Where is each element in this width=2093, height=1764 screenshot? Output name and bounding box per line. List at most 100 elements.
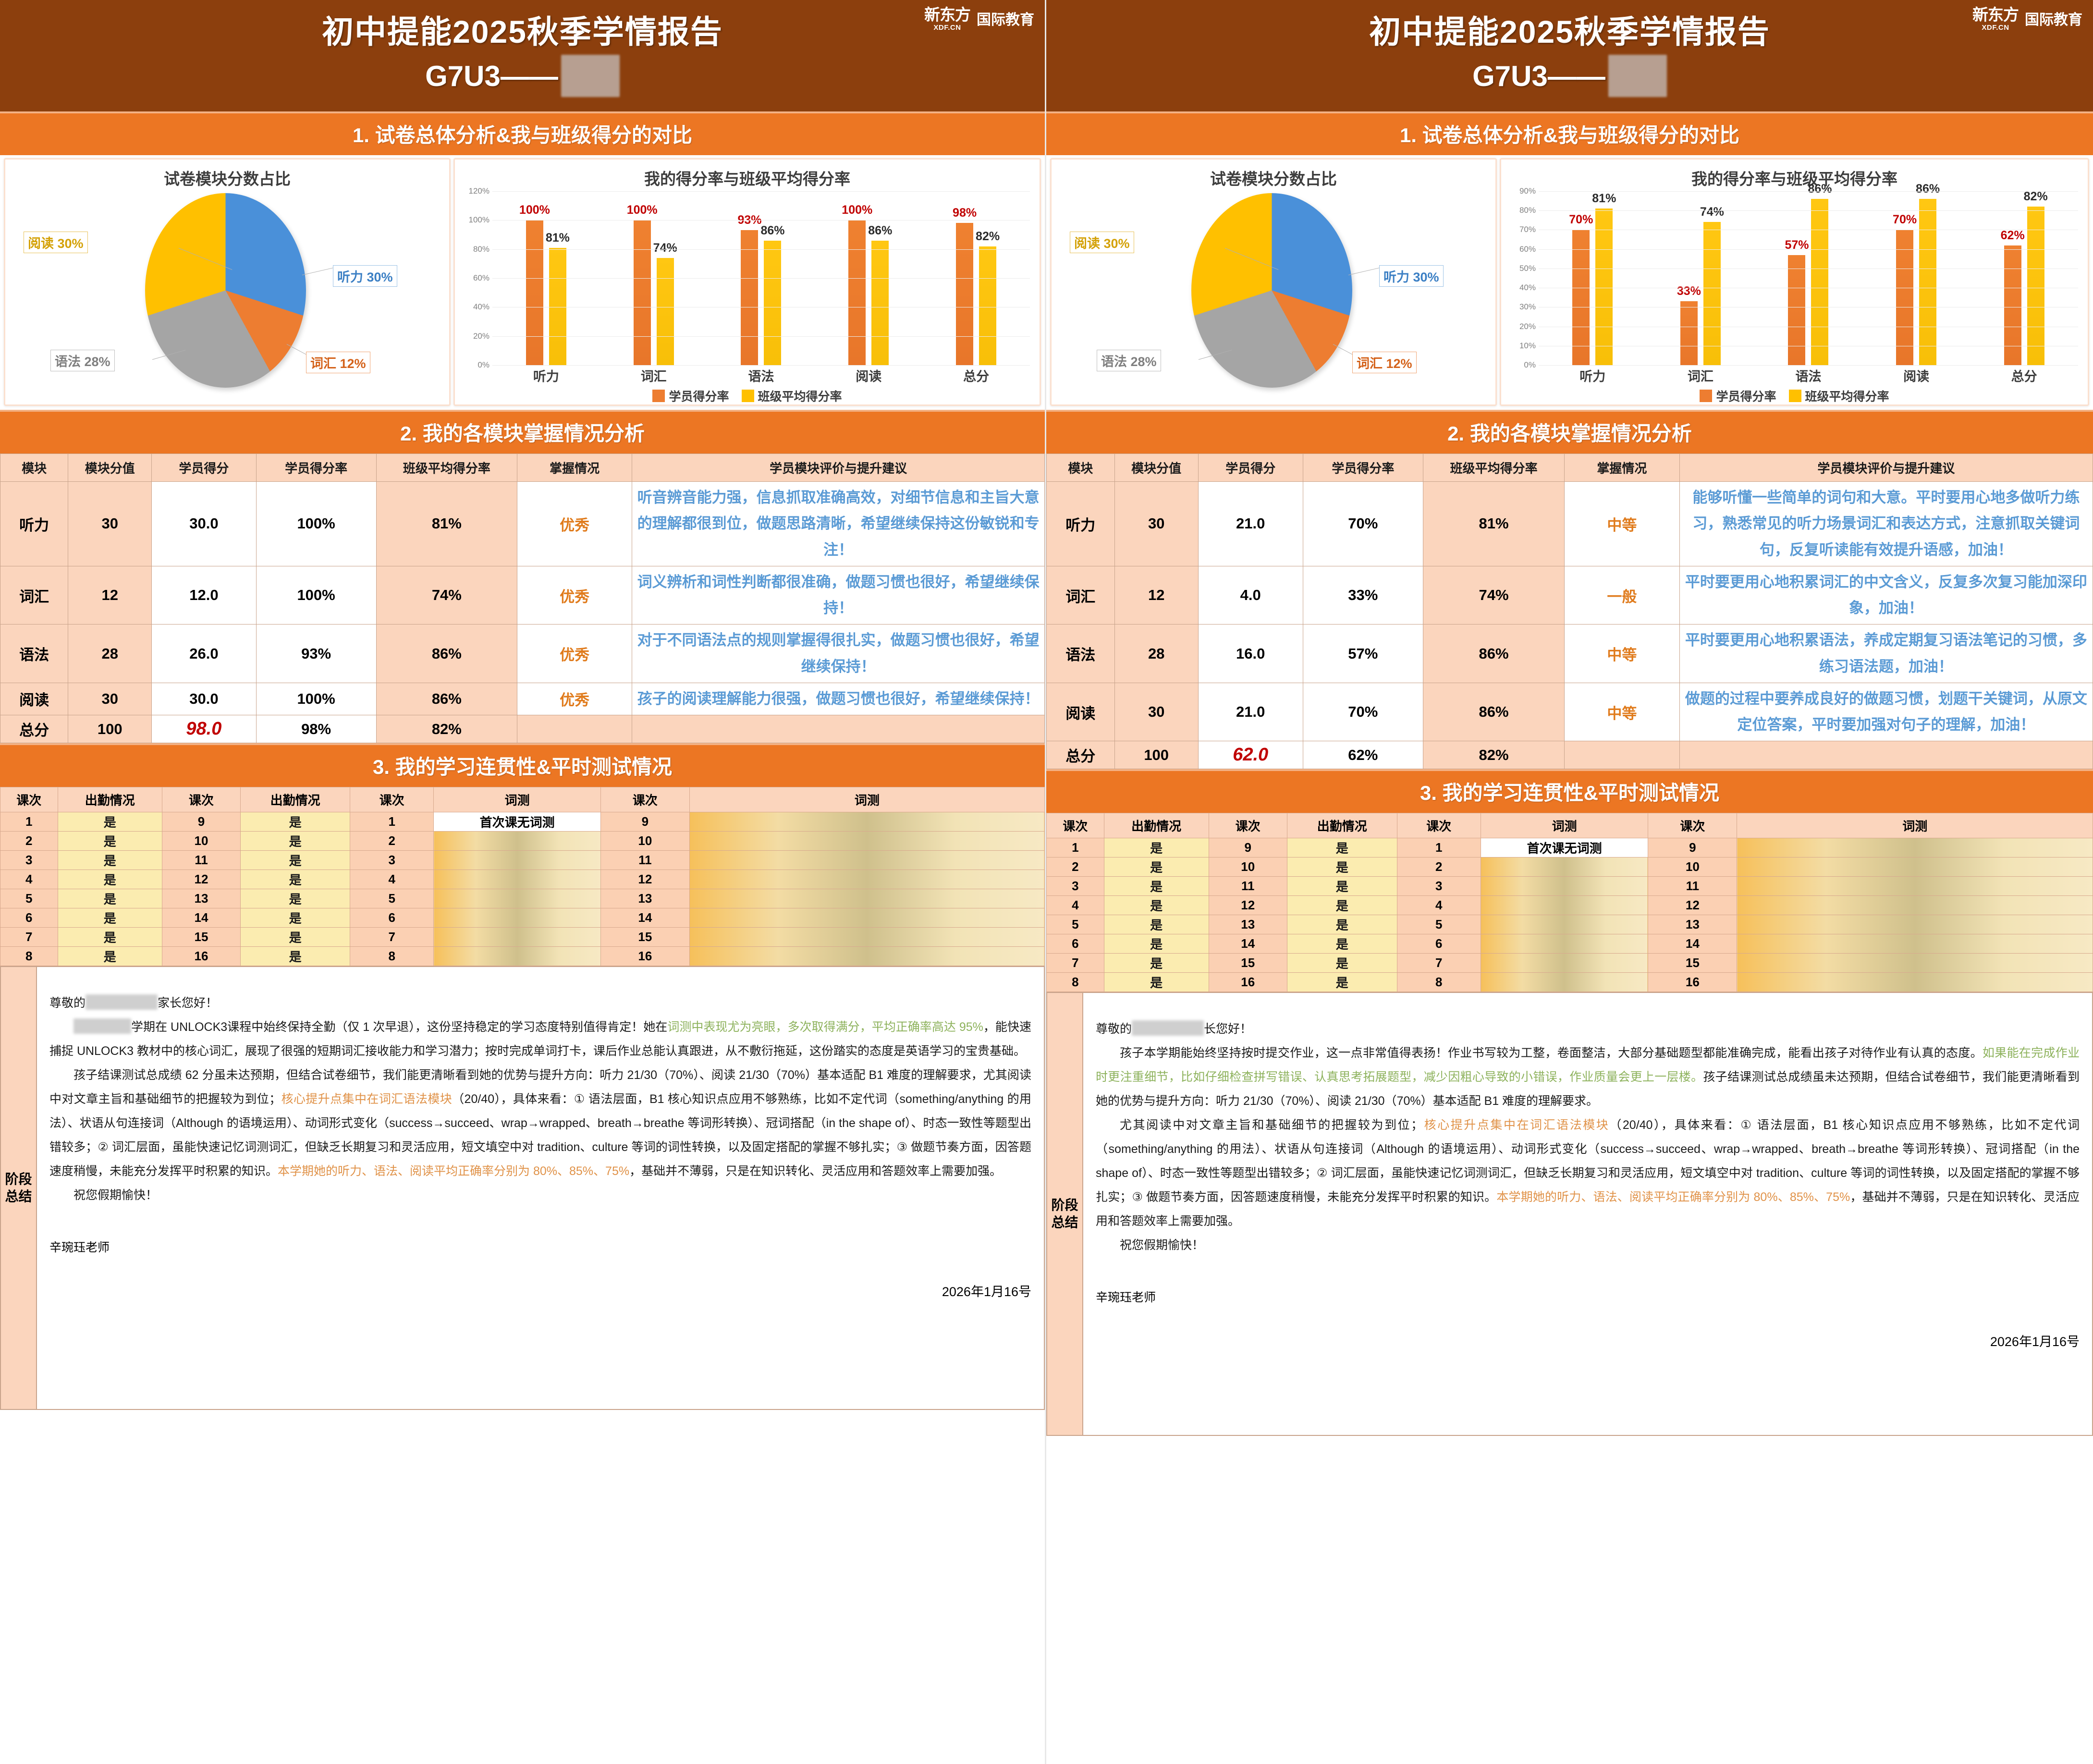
cell-vocab-test-redacted (689, 927, 1045, 947)
column-header: 模块 (0, 453, 69, 482)
table-row: 2 是 10 是 2 10 (0, 831, 1045, 851)
p2-part-c-right: ，基础并不薄弱，只是在知识转化、灵活应用和答题效率上需要加强。 (1096, 1190, 2080, 1228)
bar-class: 82% (2024, 190, 2048, 365)
report-panel-left: 初中提能2025秋季学情报告 G7U3—— 新东方 XDF.CN 国际教育 1.… (0, 0, 1046, 1764)
cell-vocab-test-redacted (1480, 915, 1649, 935)
cell-vocab-test-redacted (1737, 838, 2093, 858)
column-header: 学员得分 (151, 453, 257, 482)
y-axis-left: 0% 20% 40% 60% 80% 100% 120% (463, 186, 492, 369)
table-header-row: 课次 出勤情况 课次 出勤情况 课次 词测 课次 词测 (0, 787, 1045, 812)
cell-vocab-test-note: 首次课无词测 (433, 812, 601, 832)
cell-student-rate: 93% (256, 624, 377, 683)
x-axis-labels-right: 听力 词汇 语法 阅读 总分 (1539, 366, 2078, 384)
y-tick-label: 70% (1519, 225, 1536, 234)
cell-lesson-no: 12 (600, 870, 690, 889)
cell-grade: 中等 (1564, 481, 1680, 566)
bar-rect (2027, 207, 2044, 365)
cell-student-rate: 100% (256, 682, 377, 716)
legend-label: 学员得分率 (1716, 390, 1776, 404)
y-tick-label: 50% (1519, 263, 1536, 273)
bar-value-label: 86% (868, 223, 893, 237)
y-tick-label: 20% (1519, 321, 1536, 331)
cell-comment: 词义辨析和词性判断都很准确，做题习惯也很好，希望继续保持！ (632, 565, 1045, 625)
cell-vocab-test-redacted (433, 927, 601, 947)
brand-logo-right: 新东方 XDF.CN 国际教育 (1972, 7, 2082, 32)
table-row: 3 是 11 是 3 11 (1046, 876, 2093, 896)
cell-lesson-no: 9 (600, 812, 690, 832)
cell-lesson-no: 5 (1046, 915, 1104, 935)
cell-comment: 对于不同语法点的规则掌握得很扎实，做题习惯也很好，希望继续保持！ (632, 624, 1045, 683)
bar-group: 100% 86% (815, 191, 922, 365)
grid-line (492, 336, 1030, 337)
bar-value-label: 100% (626, 203, 658, 217)
cell-lesson-no: 13 (1648, 915, 1738, 935)
bar-student: 70% (1893, 191, 1917, 365)
cell-attendance: 是 (1103, 972, 1209, 992)
cell-comment: 孩子的阅读理解能力很强，做题习惯也很好，希望继续保持！ (632, 682, 1045, 716)
p2-highlight-orange-2: 本学期她的听力、语法、阅读平均正确率分别为 80%、85%、75% (278, 1164, 630, 1178)
column-header: 学员模块评价与提升建议 (1679, 453, 2093, 482)
cell-student-score: 30.0 (151, 682, 257, 716)
y-tick-label: 40% (473, 302, 490, 312)
cell-lesson-no: 11 (600, 850, 690, 870)
cell-class-avg: 86% (1423, 624, 1565, 683)
cell-attendance: 是 (57, 850, 162, 870)
bar-value-label: 74% (653, 241, 677, 255)
table-row: 5 是 13 是 5 13 (1046, 915, 2093, 935)
bar-value-label: 86% (760, 223, 785, 237)
cell-lesson-no: 5 (0, 889, 58, 908)
bar-plot-area-right: 70% 81% 33% 74% 57% 86% 70% 86% 62% 82% (1539, 182, 2078, 365)
cell-lesson-no: 9 (161, 812, 241, 832)
section-band-3: 3. 我的学习连贯性&平时测试情况 (0, 743, 1045, 787)
cell-class-avg: 86% (376, 682, 518, 716)
bar-group: 100% 81% (492, 191, 600, 365)
cell-grade: 中等 (1564, 682, 1680, 742)
page-subtitle-right: G7U3—— (1472, 55, 1667, 98)
pie-chart-plot: 阅读 30% 听力 30% 语法 28% 词汇 12% (8, 190, 446, 391)
pie-chart-plot-right: 阅读 30% 听力 30% 语法 28% 词汇 12% (1054, 190, 1493, 391)
cell-total-class-avg: 82% (1423, 741, 1565, 770)
cell-max-score: 12 (68, 565, 152, 625)
bar-value-label: 81% (1592, 192, 1616, 206)
cell-lesson-no: 12 (1208, 895, 1287, 916)
pie-chart-title: 试卷模块分数占比 (164, 170, 291, 188)
cell-vocab-test-redacted (1480, 857, 1649, 877)
y-tick-label: 10% (1519, 341, 1536, 350)
cell-comment: 能够听懂一些简单的词句和大意。平时要用心地多做听力练习，熟悉常见的听力场景词汇和… (1679, 481, 2093, 566)
class-code-right: G7U3—— (1472, 60, 1605, 92)
cell-total-blank-1 (1564, 741, 1680, 770)
cell-vocab-test-redacted (433, 908, 601, 928)
pie-label-grammar: 语法 28% (50, 350, 115, 371)
column-header: 词测 (689, 787, 1045, 812)
summary-label-right: 阶段 总结 (1047, 993, 1083, 1435)
column-header: 模块分值 (68, 453, 152, 482)
cell-max-score: 28 (1114, 624, 1199, 683)
cell-student-score: 21.0 (1198, 481, 1303, 566)
cell-attendance: 是 (1286, 915, 1397, 935)
cell-lesson-no: 12 (161, 870, 241, 889)
table-row: 听力 30 30.0 100% 81% 优秀 听音辨音能力强，信息抓取准确高效，对细节信息和… (0, 481, 1045, 566)
bar-chart-title: 我的得分率与班级平均得分率 (644, 170, 850, 188)
column-header: 掌握情况 (1564, 453, 1680, 482)
parent-name-redacted (86, 994, 158, 1010)
p2-part-a-right: 尤其阅读中对文章主旨和基础细节的把握较为到位； (1120, 1118, 1423, 1132)
grid-line (492, 191, 1030, 192)
bar-class: 81% (546, 191, 570, 365)
table-row: 4 是 12 是 4 12 (1046, 895, 2093, 916)
cell-total-class-avg: 82% (376, 715, 518, 743)
p2-highlight-orange: 核心提升点集中在词汇语法模块 (281, 1092, 453, 1106)
cell-student-score: 16.0 (1198, 624, 1303, 683)
section-band-2: 2. 我的各模块掌握情况分析 (0, 410, 1045, 453)
cell-lesson-no: 4 (350, 870, 434, 889)
bar-rect (1919, 199, 1937, 365)
bar-value-label: 100% (519, 203, 550, 217)
x-axis-label: 语法 (1795, 369, 1822, 384)
cell-vocab-test-redacted (1737, 895, 2093, 916)
cell-attendance: 是 (240, 889, 351, 908)
grid-line (492, 249, 1030, 250)
section-band-1: 1. 试卷总体分析&我与班级得分的对比 (0, 111, 1045, 155)
cell-vocab-test-redacted (1480, 876, 1649, 896)
cell-lesson-no: 4 (1396, 895, 1481, 916)
cell-lesson-no: 14 (1648, 934, 1738, 954)
table-row: 词汇 12 12.0 100% 74% 优秀 词义辨析和词性判断都很准确，做题习惯也很好，希… (0, 565, 1045, 625)
